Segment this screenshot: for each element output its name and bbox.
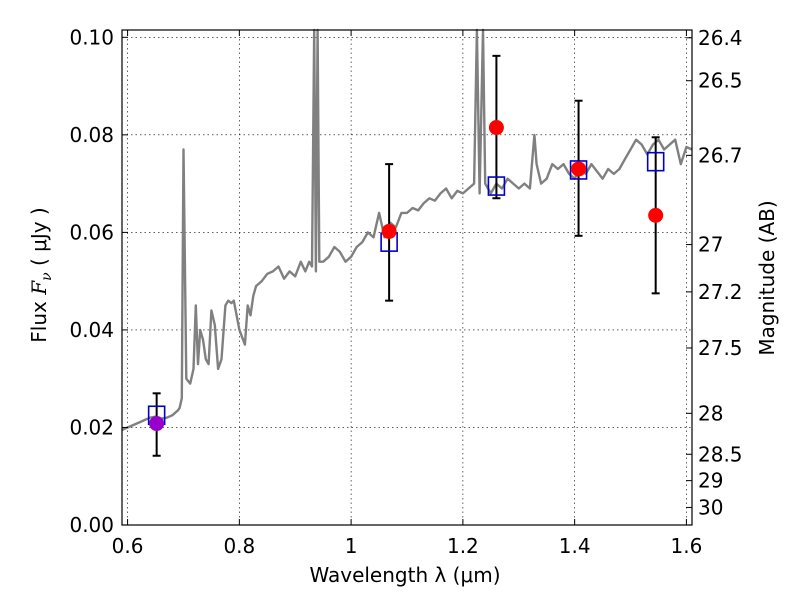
x-tick-label: 1.6 xyxy=(671,534,703,558)
y-axis-label-prefix: Flux xyxy=(27,295,51,343)
right-axis-label: Magnitude (AB) xyxy=(755,200,779,355)
observed-point xyxy=(149,416,165,432)
y-axis-label: Flux Fν ( μJy ) xyxy=(27,207,55,342)
right-tick-label: 26.4 xyxy=(698,26,743,50)
y-tick-label: 0.08 xyxy=(69,123,114,147)
y-tick-label: 0.02 xyxy=(69,415,114,439)
tick-layer: 0.6 0.8 1 1.2 1.4 1.6 0.00 0.02 0.04 0.06 0.08 0.10… xyxy=(69,25,742,558)
x-tick-label: 1.4 xyxy=(559,534,591,558)
grid-layer xyxy=(122,30,692,526)
x-tick-label: 0.8 xyxy=(223,534,255,558)
right-tick-label: 28 xyxy=(698,401,723,425)
y-axis-label-symbol: F xyxy=(27,280,51,296)
model-square xyxy=(646,151,665,172)
x-tick-label: 0.6 xyxy=(112,534,144,558)
right-tick-label: 27.5 xyxy=(698,336,743,360)
spectrum-layer xyxy=(121,28,693,432)
marker-layer xyxy=(147,120,665,432)
observed-point xyxy=(381,223,397,239)
model-square xyxy=(569,160,588,180)
y-tick-label: 0.00 xyxy=(69,513,114,537)
spectrum-line xyxy=(121,28,693,432)
right-tick-label: 26.5 xyxy=(698,69,743,93)
observed-point xyxy=(648,207,664,223)
y-tick-label: 0.06 xyxy=(69,220,114,244)
y-tick-label: 0.04 xyxy=(69,318,114,342)
x-tick-label: 1.2 xyxy=(447,534,479,558)
right-tick-label: 26.7 xyxy=(698,143,743,167)
right-tick-label: 27 xyxy=(698,233,723,257)
x-tick-label: 1 xyxy=(345,534,358,558)
y-axis-label-subscript: ν xyxy=(39,272,55,281)
right-tick-label: 28.5 xyxy=(698,442,743,466)
observed-point xyxy=(571,161,587,177)
observed-point xyxy=(488,120,504,136)
model-square xyxy=(487,176,506,196)
x-axis-label: Wavelength λ (μm) xyxy=(309,563,500,587)
y-axis-label-suffix: ( μJy ) xyxy=(27,207,51,272)
plot-frame xyxy=(121,29,693,526)
y-tick-label: 0.10 xyxy=(69,25,114,49)
errorbar-layer xyxy=(152,54,660,457)
right-tick-label: 30 xyxy=(698,495,723,519)
right-tick-label: 27.2 xyxy=(698,280,743,304)
right-tick-label: 29 xyxy=(698,469,723,493)
